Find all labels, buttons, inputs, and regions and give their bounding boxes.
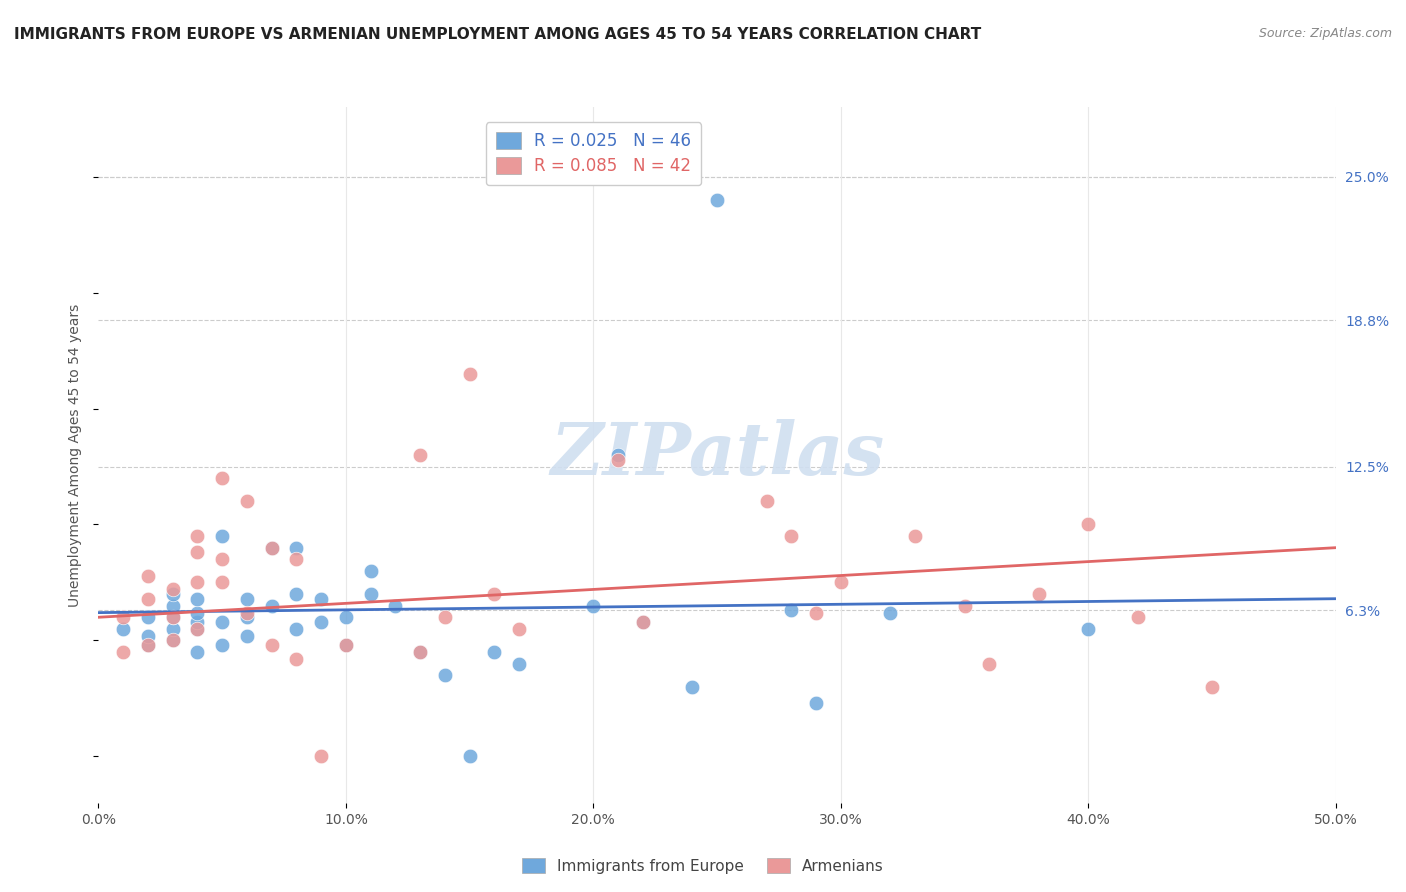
Point [360, 587, 382, 601]
Point [136, 638, 159, 652]
Point [409, 645, 432, 659]
Point [136, 629, 159, 643]
Point [211, 575, 233, 590]
Point [953, 599, 976, 613]
Point [1201, 680, 1223, 694]
Text: Source: ZipAtlas.com: Source: ZipAtlas.com [1258, 27, 1392, 40]
Point [186, 606, 208, 620]
Point [309, 749, 332, 764]
Point [384, 599, 406, 613]
Point [260, 541, 283, 555]
Point [136, 568, 159, 582]
Point [309, 615, 332, 629]
Point [706, 193, 728, 207]
Point [458, 367, 481, 381]
Point [211, 471, 233, 485]
Point [162, 599, 184, 613]
Point [458, 749, 481, 764]
Point [285, 552, 308, 566]
Point [186, 545, 208, 559]
Point [607, 448, 630, 462]
Point [1077, 622, 1099, 636]
Point [484, 645, 506, 659]
Point [780, 603, 803, 617]
Text: ZIPatlas: ZIPatlas [550, 419, 884, 491]
Point [236, 610, 259, 624]
Point [162, 610, 184, 624]
Point [260, 638, 283, 652]
Point [484, 587, 506, 601]
Point [607, 452, 630, 467]
Point [804, 606, 827, 620]
Y-axis label: Unemployment Among Ages 45 to 54 years: Unemployment Among Ages 45 to 54 years [69, 303, 83, 607]
Point [360, 564, 382, 578]
Point [162, 633, 184, 648]
Point [236, 606, 259, 620]
Point [211, 615, 233, 629]
Point [285, 541, 308, 555]
Legend: R = 0.025   N = 46, R = 0.085   N = 42: R = 0.025 N = 46, R = 0.085 N = 42 [485, 122, 702, 186]
Point [285, 587, 308, 601]
Point [162, 633, 184, 648]
Text: IMMIGRANTS FROM EUROPE VS ARMENIAN UNEMPLOYMENT AMONG AGES 45 TO 54 YEARS CORREL: IMMIGRANTS FROM EUROPE VS ARMENIAN UNEMP… [14, 27, 981, 42]
Point [162, 587, 184, 601]
Legend: Immigrants from Europe, Armenians: Immigrants from Europe, Armenians [516, 852, 890, 880]
Point [1028, 587, 1050, 601]
Point [830, 575, 852, 590]
Point [260, 599, 283, 613]
Point [112, 645, 135, 659]
Point [631, 615, 654, 629]
Point [879, 606, 901, 620]
Point [211, 529, 233, 543]
Point [335, 638, 357, 652]
Point [309, 591, 332, 606]
Point [112, 622, 135, 636]
Point [186, 615, 208, 629]
Point [1077, 517, 1099, 532]
Point [285, 622, 308, 636]
Point [433, 668, 456, 682]
Point [582, 599, 605, 613]
Point [433, 610, 456, 624]
Point [285, 652, 308, 666]
Point [780, 529, 803, 543]
Point [186, 622, 208, 636]
Point [186, 575, 208, 590]
Point [631, 615, 654, 629]
Point [162, 582, 184, 597]
Point [508, 657, 530, 671]
Point [186, 591, 208, 606]
Point [186, 622, 208, 636]
Point [186, 529, 208, 543]
Point [236, 591, 259, 606]
Point [136, 591, 159, 606]
Point [755, 494, 778, 508]
Point [260, 541, 283, 555]
Point [186, 645, 208, 659]
Point [409, 448, 432, 462]
Point [335, 638, 357, 652]
Point [409, 645, 432, 659]
Point [211, 638, 233, 652]
Point [1126, 610, 1149, 624]
Point [211, 552, 233, 566]
Point [681, 680, 703, 694]
Point [335, 610, 357, 624]
Point [136, 610, 159, 624]
Point [804, 696, 827, 710]
Point [236, 494, 259, 508]
Point [112, 610, 135, 624]
Point [162, 622, 184, 636]
Point [236, 629, 259, 643]
Point [979, 657, 1001, 671]
Point [904, 529, 927, 543]
Point [162, 610, 184, 624]
Point [508, 622, 530, 636]
Point [136, 638, 159, 652]
